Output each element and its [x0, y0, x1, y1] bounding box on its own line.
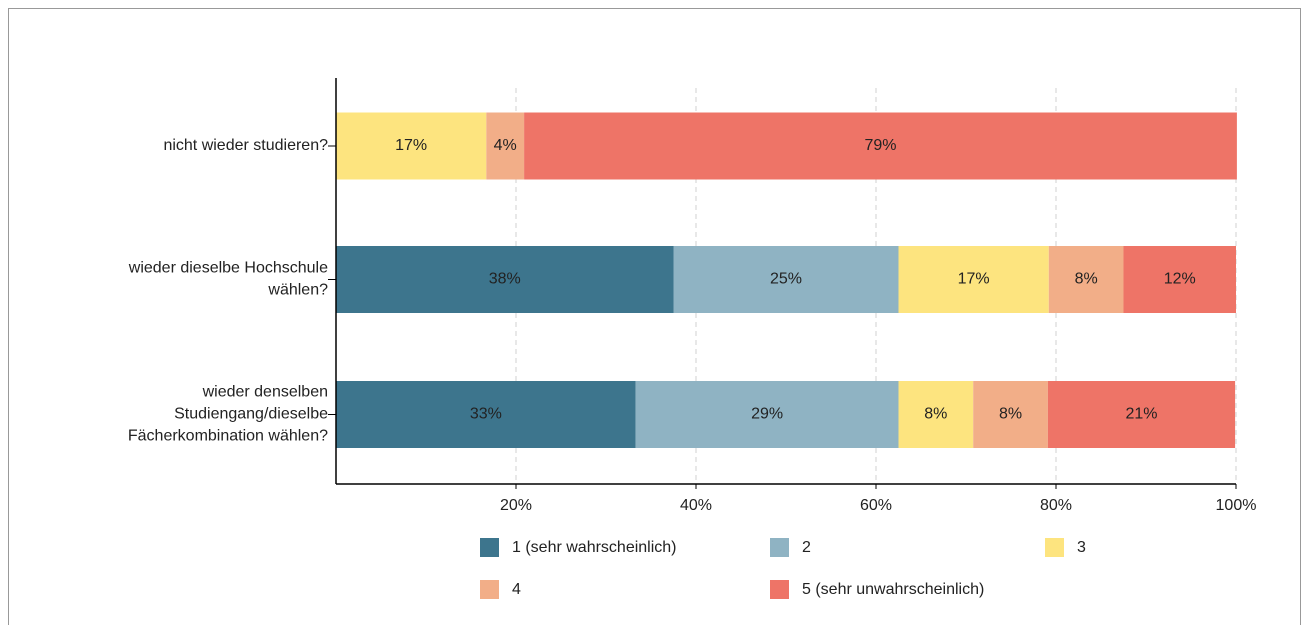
legend-label: 5 (sehr unwahrscheinlich) — [802, 581, 984, 598]
y-tick-label: wieder denselben Studiengang/dieselbe Fäch… — [128, 384, 328, 445]
data-label: 8% — [1075, 271, 1098, 288]
bar-segment — [1048, 246, 1124, 313]
legend-label: 4 — [512, 581, 521, 598]
x-tick-label: 40% — [680, 497, 712, 514]
legend-label: 1 (sehr wahrscheinlich) — [512, 539, 677, 556]
data-label: 29% — [751, 406, 783, 423]
data-label: 8% — [999, 406, 1022, 423]
bar-segment — [635, 381, 899, 448]
y-tick-label: nicht wieder studieren? — [163, 137, 328, 154]
bar-segment — [336, 381, 636, 448]
bar-segment — [336, 112, 487, 180]
data-label: 12% — [1164, 271, 1196, 288]
legend-swatch — [770, 580, 789, 599]
bar-segment — [1123, 246, 1236, 313]
legend-swatch — [770, 538, 789, 557]
bar-segment — [898, 246, 1049, 313]
data-label: 8% — [924, 406, 947, 423]
x-tick-label: 20% — [500, 497, 532, 514]
legend-label: 3 — [1077, 539, 1086, 556]
data-label: 25% — [770, 271, 802, 288]
legend-swatch — [480, 580, 499, 599]
y-tick-label: wieder dieselbe Hochschule wählen? — [128, 260, 328, 299]
x-tick-label: 60% — [860, 497, 892, 514]
bar-segment — [673, 246, 899, 313]
data-label: 17% — [958, 271, 990, 288]
legend-swatch — [480, 538, 499, 557]
data-label: 38% — [489, 271, 521, 288]
x-tick-label: 80% — [1040, 497, 1072, 514]
data-label: 33% — [470, 406, 502, 423]
bar-segment — [524, 112, 1237, 180]
data-label: 4% — [494, 137, 517, 154]
data-label: 17% — [395, 137, 427, 154]
frame — [8, 8, 1301, 625]
bar-segment — [898, 381, 974, 448]
bar-segment — [336, 246, 674, 313]
bar-segment — [1047, 381, 1236, 448]
data-label: 79% — [864, 137, 896, 154]
bar-segment — [973, 381, 1048, 448]
bar-segment — [486, 112, 525, 180]
legend-label: 2 — [802, 539, 811, 556]
data-label: 21% — [1125, 406, 1157, 423]
x-tick-label: 100% — [1216, 497, 1257, 514]
legend-swatch — [1045, 538, 1064, 557]
